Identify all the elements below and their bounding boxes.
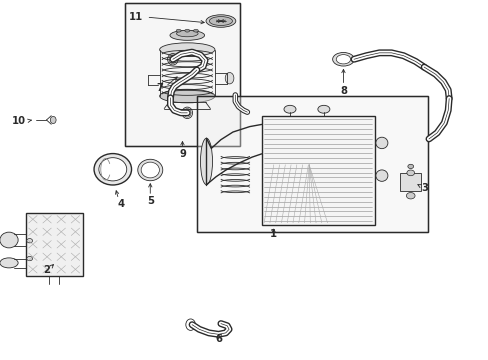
- Ellipse shape: [193, 29, 198, 32]
- Text: 11: 11: [128, 12, 142, 22]
- Ellipse shape: [94, 154, 131, 185]
- Text: 1: 1: [270, 229, 277, 239]
- Ellipse shape: [0, 258, 18, 268]
- Text: 7: 7: [156, 83, 163, 93]
- Ellipse shape: [27, 256, 33, 261]
- Ellipse shape: [336, 55, 350, 64]
- Bar: [26, 213, 82, 275]
- Text: 10: 10: [12, 116, 26, 126]
- Ellipse shape: [406, 193, 414, 199]
- Ellipse shape: [375, 170, 387, 181]
- Text: 2: 2: [43, 265, 50, 275]
- Text: 9: 9: [179, 149, 185, 159]
- Bar: [261, 116, 374, 225]
- Text: 6: 6: [215, 334, 222, 344]
- Ellipse shape: [375, 137, 387, 149]
- Ellipse shape: [209, 17, 232, 26]
- Text: 3: 3: [421, 183, 427, 193]
- Ellipse shape: [159, 89, 214, 103]
- Text: 4: 4: [118, 199, 125, 209]
- Ellipse shape: [225, 72, 233, 84]
- Bar: [197, 96, 427, 232]
- Bar: [124, 3, 240, 146]
- Ellipse shape: [159, 43, 214, 57]
- Ellipse shape: [99, 158, 126, 181]
- Ellipse shape: [141, 162, 159, 178]
- Bar: [197, 96, 427, 232]
- Ellipse shape: [332, 53, 353, 66]
- Ellipse shape: [176, 30, 198, 37]
- Ellipse shape: [317, 105, 329, 113]
- Ellipse shape: [176, 29, 181, 32]
- Text: 5: 5: [146, 197, 153, 206]
- Text: 8: 8: [339, 86, 346, 96]
- Bar: [124, 3, 240, 146]
- Ellipse shape: [0, 232, 18, 248]
- Ellipse shape: [284, 105, 295, 113]
- Ellipse shape: [200, 138, 212, 185]
- Ellipse shape: [407, 164, 413, 168]
- Ellipse shape: [205, 15, 235, 27]
- Ellipse shape: [27, 239, 33, 243]
- Bar: [399, 173, 421, 192]
- Ellipse shape: [50, 116, 56, 123]
- Ellipse shape: [170, 30, 204, 40]
- Ellipse shape: [138, 159, 163, 181]
- Ellipse shape: [406, 170, 414, 176]
- Ellipse shape: [184, 29, 189, 32]
